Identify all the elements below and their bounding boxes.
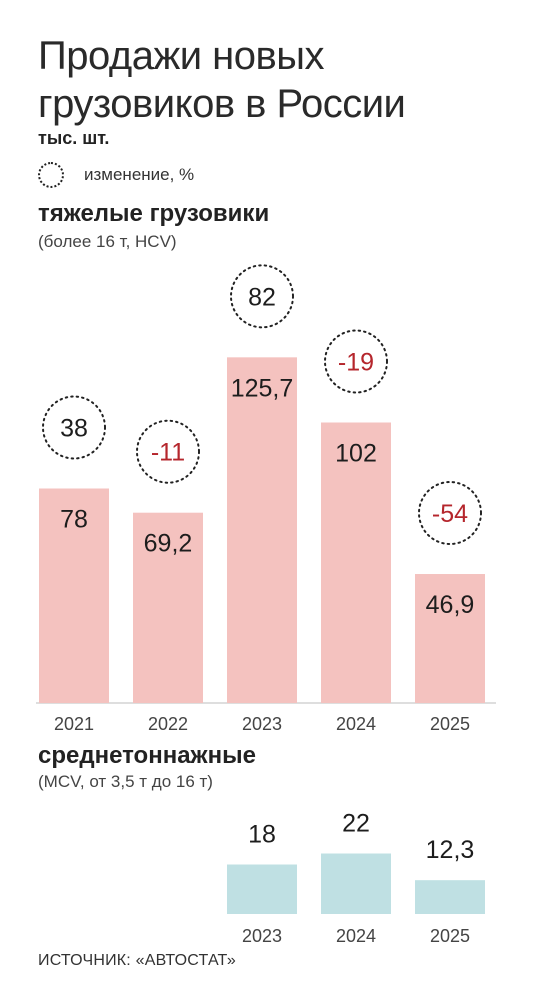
- heavy-section-subtitle: (более 16 т, HCV): [38, 232, 177, 251]
- change-circle-2021: [42, 395, 106, 460]
- value-label-medium-2024: 22: [342, 810, 370, 838]
- value-label-heavy-2025: 46,9: [426, 591, 475, 619]
- bar-medium-2023: [227, 864, 297, 914]
- source-note: ИСТОЧНИК: «АВТОСТАТ»: [38, 952, 236, 969]
- change-circle-2024: [324, 329, 388, 394]
- value-label-heavy-2023: 125,7: [231, 374, 294, 402]
- bar-heavy-2024: [321, 422, 391, 703]
- value-label-medium-2025: 12,3: [426, 836, 475, 864]
- bar-medium-2025: [415, 880, 485, 914]
- bar-heavy-2025: [415, 574, 485, 703]
- legend-label: изменение, %: [84, 165, 195, 184]
- medium-section-subtitle: (MCV, от 3,5 т до 16 т): [38, 772, 213, 791]
- legend: изменение, %: [38, 160, 194, 190]
- tick-label-heavy-2025: 2025: [430, 714, 470, 734]
- medium-section-title: среднетоннажные: [38, 742, 256, 769]
- value-label-heavy-2021: 78: [60, 506, 88, 534]
- change-label-2024: -19: [338, 349, 374, 377]
- change-circle-2025: [418, 481, 482, 546]
- heavy-trucks-chart: 78 2021 38 69,2 2022 -11 125,7 2023 82 102 2024 -19…: [36, 264, 496, 734]
- unit-label: тыс. шт.: [38, 128, 110, 148]
- change-label-2023: 82: [248, 283, 276, 311]
- bar-heavy-2022: [133, 512, 203, 703]
- tick-label-medium-2024: 2024: [336, 926, 376, 946]
- change-label-2025: -54: [432, 500, 468, 528]
- bar-heavy-2021: [39, 488, 109, 703]
- medium-trucks-chart: 18 2023 22 2024 12,3 2025: [227, 810, 485, 946]
- value-label-heavy-2022: 69,2: [144, 530, 193, 558]
- tick-label-heavy-2023: 2023: [242, 714, 282, 734]
- change-label-2022: -11: [151, 439, 185, 467]
- change-circle-2022: [136, 419, 200, 484]
- tick-label-heavy-2022: 2022: [148, 714, 188, 734]
- tick-label-medium-2025: 2025: [430, 926, 470, 946]
- change-label-2021: 38: [60, 415, 88, 443]
- change-circle-2023: [230, 264, 294, 329]
- value-label-heavy-2024: 102: [335, 440, 377, 468]
- tick-label-heavy-2024: 2024: [336, 714, 376, 734]
- legend-dotted-circle-icon: [38, 162, 64, 188]
- bar-heavy-2023: [227, 357, 297, 703]
- tick-label-heavy-2021: 2021: [54, 714, 94, 734]
- bar-medium-2024: [321, 853, 391, 914]
- heavy-section-title: тяжелые грузовики: [38, 200, 270, 227]
- tick-label-medium-2023: 2023: [242, 926, 282, 946]
- chart-title: Продажи новых грузовиков в России: [38, 34, 406, 126]
- value-label-medium-2023: 18: [248, 821, 276, 849]
